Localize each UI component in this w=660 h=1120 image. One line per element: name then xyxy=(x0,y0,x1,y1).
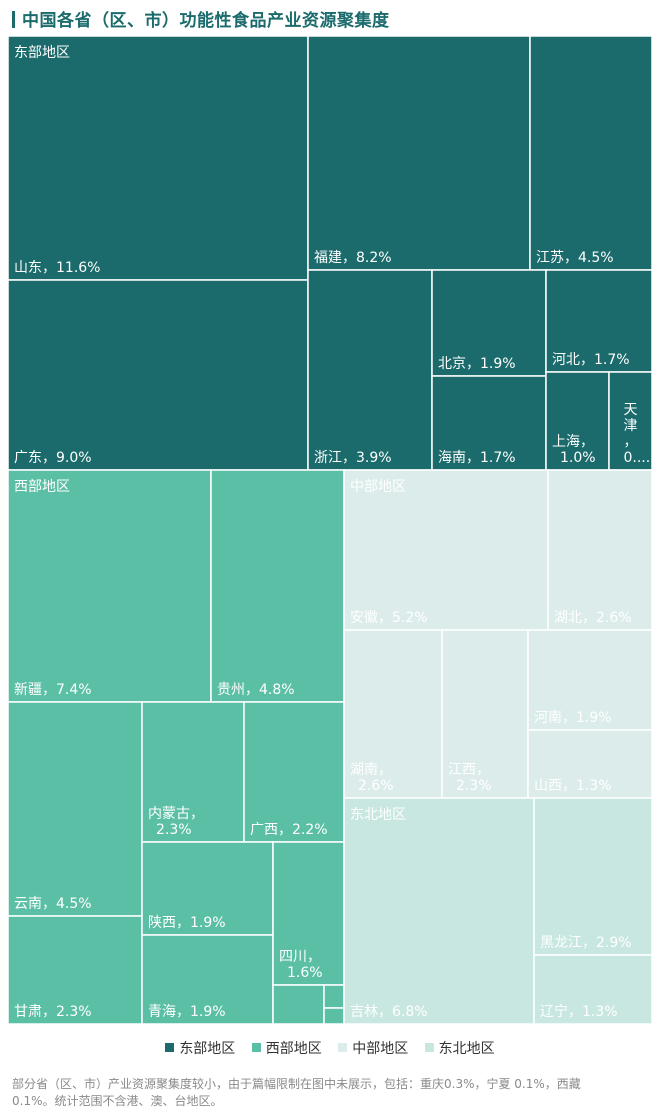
treemap-cell-北京[interactable] xyxy=(431,269,547,377)
treemap-cell-甘肃[interactable] xyxy=(7,915,143,1025)
cell-label-四川-line-0: 四川， xyxy=(279,949,321,965)
cell-label-辽宁: 辽宁，1.3% xyxy=(540,1003,618,1020)
treemap-cell-海南[interactable] xyxy=(431,375,547,471)
treemap-cell-新疆[interactable] xyxy=(7,469,212,703)
treemap-cell-黑龙江[interactable] xyxy=(533,797,653,956)
legend-swatch-west xyxy=(251,1043,261,1052)
treemap-cell-河南[interactable] xyxy=(527,629,653,731)
treemap-cell-辽宁[interactable] xyxy=(533,954,653,1025)
cell-label-内蒙古-line-0: 内蒙古， xyxy=(148,806,204,822)
treemap-cell-福建[interactable] xyxy=(307,35,531,271)
legend: 东部地区 西部地区 中部地区 东北地区 xyxy=(0,1038,660,1058)
group-label-east: 东部地区 xyxy=(14,45,70,61)
legend-label-east: 东部地区 xyxy=(179,1041,236,1057)
cell-label-天津-line-0: 天 xyxy=(624,402,638,418)
cell-label-四川-line-1: 1.6% xyxy=(287,965,323,981)
cell-label-甘肃: 甘肃，2.3% xyxy=(14,1004,92,1020)
chart-title: 中国各省（区、市）功能性食品产业资源聚集度 xyxy=(12,6,390,31)
cell-label-河北: 河北，1.7% xyxy=(552,352,630,368)
legend-item-central[interactable]: 中部地区 xyxy=(338,1038,408,1058)
treemap-cell-浙江[interactable] xyxy=(307,269,433,471)
cell-label-海南: 海南，1.7% xyxy=(438,450,516,466)
treemap-cell-河北[interactable] xyxy=(545,269,653,373)
legend-label-central: 中部地区 xyxy=(352,1041,409,1057)
cell-label-湖北: 湖北，2.6% xyxy=(554,610,632,626)
treemap-cell-广东[interactable] xyxy=(7,279,309,471)
treemap-cell-贵州[interactable] xyxy=(210,469,345,703)
group-label-west: 西部地区 xyxy=(14,479,70,495)
cell-label-上海-line-0: 上海， xyxy=(552,434,594,450)
treemap-cell-west-small-11[interactable] xyxy=(323,1007,345,1025)
legend-swatch-central xyxy=(338,1043,348,1052)
treemap-cell-内蒙古[interactable] xyxy=(141,701,245,843)
cell-label-贵州: 贵州，4.8% xyxy=(217,682,295,698)
treemap-chart: 山东，11.6% 广东，9.0% 福建，8.2% 江苏，4.5% 浙江，3.9% 北京，1… xyxy=(7,35,653,1025)
treemap-cell-湖南[interactable] xyxy=(343,629,443,799)
treemap-cell-山西[interactable] xyxy=(527,729,653,799)
group-label-central: 中部地区 xyxy=(350,479,406,495)
group-label-northeast: 东北地区 xyxy=(350,807,406,823)
treemap-cell-江苏[interactable] xyxy=(529,35,653,271)
treemap-cell-天津[interactable] xyxy=(608,371,653,471)
treemap-cell-江西[interactable] xyxy=(441,629,529,799)
cell-label-内蒙古-line-1: 2.3% xyxy=(156,822,192,838)
cell-label-广东: 广东，9.0% xyxy=(14,450,92,466)
cell-label-天津-line-2: ， xyxy=(624,434,638,450)
treemap-cell-四川[interactable] xyxy=(272,841,345,986)
legend-item-east[interactable]: 东部地区 xyxy=(165,1038,235,1058)
cell-label-北京: 北京，1.9% xyxy=(438,356,516,372)
treemap-cell-青海[interactable] xyxy=(141,934,274,1025)
cell-label-福建: 福建，8.2% xyxy=(314,250,392,266)
cell-label-湖南-line-1: 2.6% xyxy=(358,778,394,794)
legend-item-northeast[interactable]: 东北地区 xyxy=(424,1038,495,1058)
legend-swatch-northeast xyxy=(424,1043,434,1052)
cell-label-云南: 云南，4.5% xyxy=(14,896,92,912)
cell-label-吉林: 吉林，6.8% xyxy=(350,1004,428,1020)
cell-label-湖南-line-0: 湖南， xyxy=(350,762,392,778)
cell-label-上海-line-1: 1.0% xyxy=(560,450,596,466)
cell-label-青海: 青海，1.9% xyxy=(148,1004,226,1020)
cell-label-浙江: 浙江，3.9% xyxy=(314,450,392,466)
footnote: 部分省（区、市）产业资源聚集度较小，由于篇幅限制在图中未展示，包括：重庆0.3%… xyxy=(12,1077,581,1108)
treemap-cell-上海[interactable] xyxy=(545,371,610,471)
cell-label-江苏: 江苏，4.5% xyxy=(536,250,614,266)
treemap-cell-west-small-10[interactable] xyxy=(323,984,345,1009)
treemap-cell-山东[interactable] xyxy=(7,35,309,281)
cell-label-河南: 河南，1.9% xyxy=(534,710,612,726)
cell-label-山东: 山东，11.6% xyxy=(14,260,100,276)
cell-label-天津-line-1: 津 xyxy=(624,418,638,434)
treemap-cell-west-small-9[interactable] xyxy=(272,984,325,1025)
treemap-cell-湖北[interactable] xyxy=(547,469,653,631)
legend-label-northeast: 东北地区 xyxy=(438,1041,495,1057)
cell-label-新疆: 新疆，7.4% xyxy=(14,682,92,698)
cell-label-安徽: 安徽，5.2% xyxy=(350,610,428,626)
cell-label-广西: 广西，2.2% xyxy=(250,822,328,838)
legend-item-west[interactable]: 西部地区 xyxy=(251,1038,322,1058)
chart-title-text: 中国各省（区、市）功能性食品产业资源聚集度 xyxy=(22,11,390,31)
cell-label-江西-line-1: 2.3% xyxy=(456,778,492,794)
treemap-cell-安徽[interactable] xyxy=(343,469,549,631)
legend-swatch-east xyxy=(165,1043,175,1052)
treemap-cell-吉林[interactable] xyxy=(343,797,535,1025)
cell-label-陕西: 陕西，1.9% xyxy=(148,915,226,931)
treemap-cell-云南[interactable] xyxy=(7,701,143,917)
cell-label-江西-line-0: 江西， xyxy=(448,762,490,778)
cell-label-天津-line-3: 0.... xyxy=(624,450,651,466)
title-accent-bar xyxy=(12,11,15,28)
treemap-cell-广西[interactable] xyxy=(243,701,345,843)
cell-label-山西: 山西，1.3% xyxy=(534,778,612,794)
cell-label-黑龙江: 黑龙江，2.9% xyxy=(540,935,632,951)
legend-label-west: 西部地区 xyxy=(265,1041,322,1057)
